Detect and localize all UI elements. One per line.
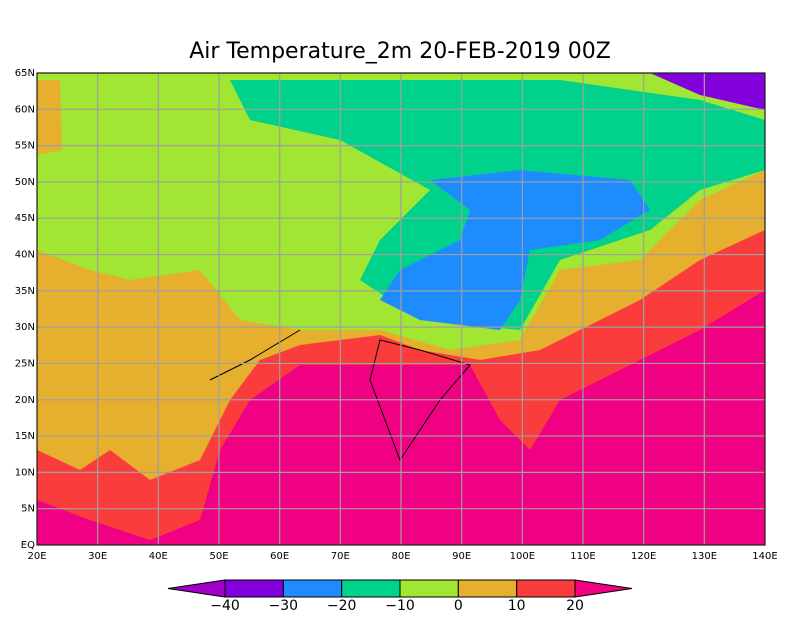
lon-label: 120E — [631, 551, 656, 562]
lon-label: 100E — [510, 551, 535, 562]
lon-label: 60E — [270, 551, 289, 562]
colorbar-label: −20 — [327, 598, 357, 614]
lon-label: 80E — [391, 551, 410, 562]
lat-label: 25N — [15, 358, 35, 369]
lat-label: 30N — [15, 322, 35, 333]
colorbar-segment — [457, 579, 518, 598]
lat-label: 55N — [15, 141, 35, 152]
lon-label: 110E — [570, 551, 595, 562]
lat-label: 40N — [15, 250, 35, 261]
lon-label: 130E — [692, 551, 717, 562]
colorbar-label: 0 — [454, 598, 463, 614]
colorbar-segment — [341, 579, 401, 598]
colorbar-arrow-high — [574, 579, 633, 598]
colorbar: −40 −30 −20 −10 0 10 20 — [167, 579, 633, 614]
lat-label: 15N — [15, 431, 35, 442]
lon-label: 90E — [452, 551, 471, 562]
lat-label: 20N — [15, 395, 35, 406]
lon-label: 20E — [27, 551, 46, 562]
colorbar-label: −30 — [269, 598, 299, 614]
lat-label: 60N — [15, 104, 35, 115]
lon-label: 70E — [331, 551, 350, 562]
lat-label: EQ — [21, 540, 35, 551]
colorbar-label: −10 — [385, 598, 415, 614]
lat-label: 5N — [21, 504, 35, 515]
lon-label: 50E — [209, 551, 228, 562]
colorbar-segment — [282, 579, 343, 598]
lat-label: 35N — [15, 286, 35, 297]
plot-frame — [36, 72, 766, 546]
lon-label: 140E — [752, 551, 777, 562]
colorbar-segment — [224, 579, 284, 598]
colorbar-segment — [399, 579, 459, 598]
lon-label: 30E — [88, 551, 107, 562]
lat-label: 50N — [15, 177, 35, 188]
lon-label: 40E — [149, 551, 168, 562]
colorbar-arrow-low — [167, 579, 226, 598]
lat-label: 65N — [15, 68, 35, 79]
colorbar-label: 20 — [566, 598, 584, 614]
lat-label: 10N — [15, 467, 35, 478]
colorbar-segment — [516, 579, 576, 598]
colorbar-label: 10 — [508, 598, 526, 614]
colorbar-label: −40 — [210, 598, 240, 614]
map-title: Air Temperature_2m 20-FEB-2019 00Z — [189, 39, 611, 64]
lat-label: 45N — [15, 213, 35, 224]
